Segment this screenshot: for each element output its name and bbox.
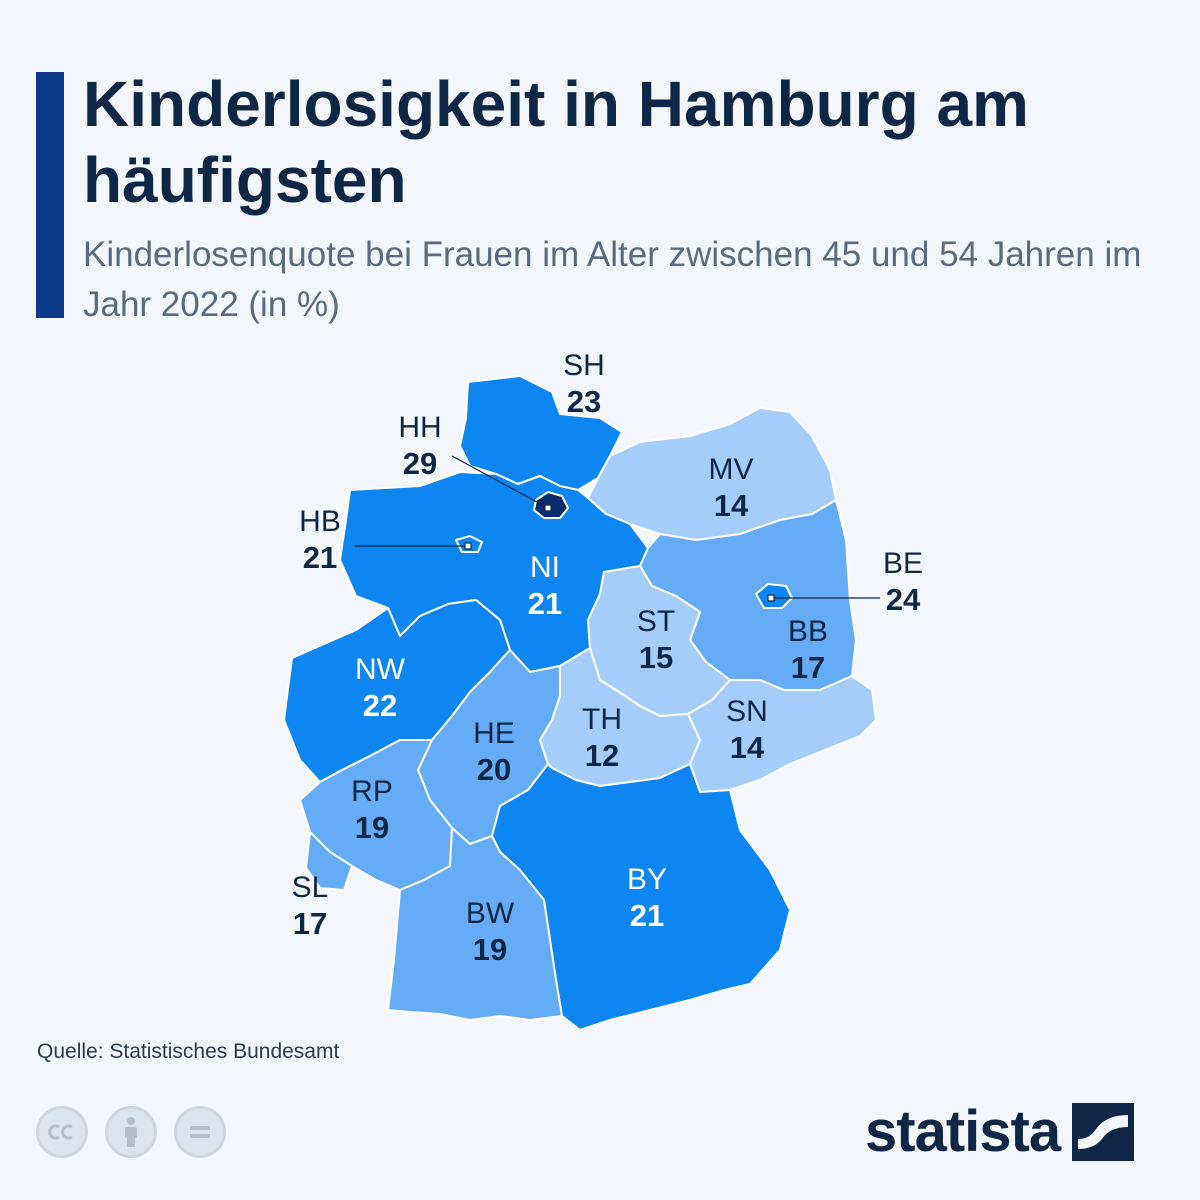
label-bw: BW 19 (435, 896, 545, 968)
hb-marker (464, 542, 472, 550)
label-be: BE 24 (848, 546, 958, 618)
label-bb-value: 17 (790, 650, 826, 685)
label-mv: MV 14 (676, 452, 786, 524)
label-sn-code: SN (726, 695, 768, 728)
label-st: ST 15 (601, 604, 711, 676)
label-sn-value: 14 (729, 730, 765, 765)
label-by-value: 21 (629, 898, 665, 933)
label-st-value: 15 (638, 640, 674, 675)
label-sl: SL 17 (255, 870, 365, 942)
statista-logo[interactable]: statista (865, 1098, 1135, 1165)
label-hh-value: 29 (402, 446, 438, 481)
label-sh-code: SH (563, 349, 605, 382)
label-sn: SN 14 (692, 694, 802, 766)
page-subtitle: Kinderlosenquote bei Frauen im Alter zwi… (83, 235, 1142, 324)
label-bb-code: BB (787, 615, 829, 648)
label-th: TH 12 (547, 702, 657, 774)
label-hb: HB 21 (265, 504, 375, 576)
hh-leader-line (451, 455, 549, 509)
label-ni: NI 21 (490, 550, 600, 622)
label-bb: BB 17 (753, 614, 863, 686)
label-nw: NW 22 (325, 652, 435, 724)
region-sl (305, 831, 353, 891)
source-note: Quelle: Statistisches Bundesamt (37, 1040, 340, 1063)
label-th-value: 12 (584, 738, 620, 773)
label-hb-code: HB (299, 505, 341, 538)
label-ni-code: NI (530, 551, 560, 584)
label-by: BY 21 (592, 862, 702, 934)
license-icons (36, 1106, 226, 1158)
label-st-code: ST (636, 605, 676, 638)
label-be-value: 24 (885, 582, 921, 617)
cc-icon[interactable] (36, 1106, 88, 1158)
label-mv-code: MV (708, 453, 754, 486)
label-he-value: 20 (476, 752, 512, 787)
label-nw-code: NW (355, 653, 405, 686)
region-bw (387, 827, 563, 1021)
label-rp-code: RP (351, 775, 393, 808)
label-hh-code: HH (398, 411, 442, 444)
label-he: HE 20 (439, 716, 549, 788)
label-be-code: BE (882, 547, 924, 580)
label-ni-value: 21 (527, 586, 563, 621)
label-sh-value: 23 (566, 384, 602, 419)
hh-marker (544, 504, 552, 512)
label-bw-code: BW (465, 897, 515, 930)
no-derivatives-icon[interactable] (174, 1106, 226, 1158)
label-bw-value: 19 (472, 932, 508, 967)
statista-mark-icon (1072, 1102, 1135, 1161)
title-accent-bar (36, 72, 64, 318)
brand-name: statista (865, 1099, 1061, 1164)
label-sl-code: SL (291, 871, 329, 904)
label-rp: RP 19 (317, 774, 427, 846)
label-by-code: BY (626, 863, 668, 896)
label-hh: HH 29 (365, 410, 475, 482)
label-rp-value: 19 (354, 810, 390, 845)
label-nw-value: 22 (362, 688, 398, 723)
label-he-code: HE (473, 717, 515, 750)
label-sl-value: 17 (292, 906, 328, 941)
label-mv-value: 14 (713, 488, 749, 523)
label-th-code: TH (582, 703, 622, 736)
label-hb-value: 21 (302, 540, 338, 575)
be-marker (767, 594, 775, 602)
label-sh: SH 23 (529, 348, 639, 420)
attribution-icon[interactable] (105, 1106, 157, 1158)
page-title: Kinderlosigkeit in Hamburg am häufigsten (83, 68, 1029, 216)
